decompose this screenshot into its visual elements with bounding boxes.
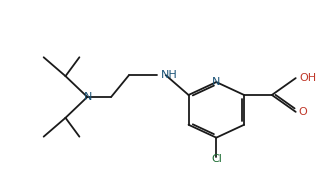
Text: Cl: Cl <box>211 154 222 164</box>
Text: N: N <box>84 92 92 102</box>
Text: N: N <box>212 77 220 87</box>
Text: NH: NH <box>161 70 178 80</box>
Text: O: O <box>299 107 308 117</box>
Text: OH: OH <box>300 73 317 83</box>
